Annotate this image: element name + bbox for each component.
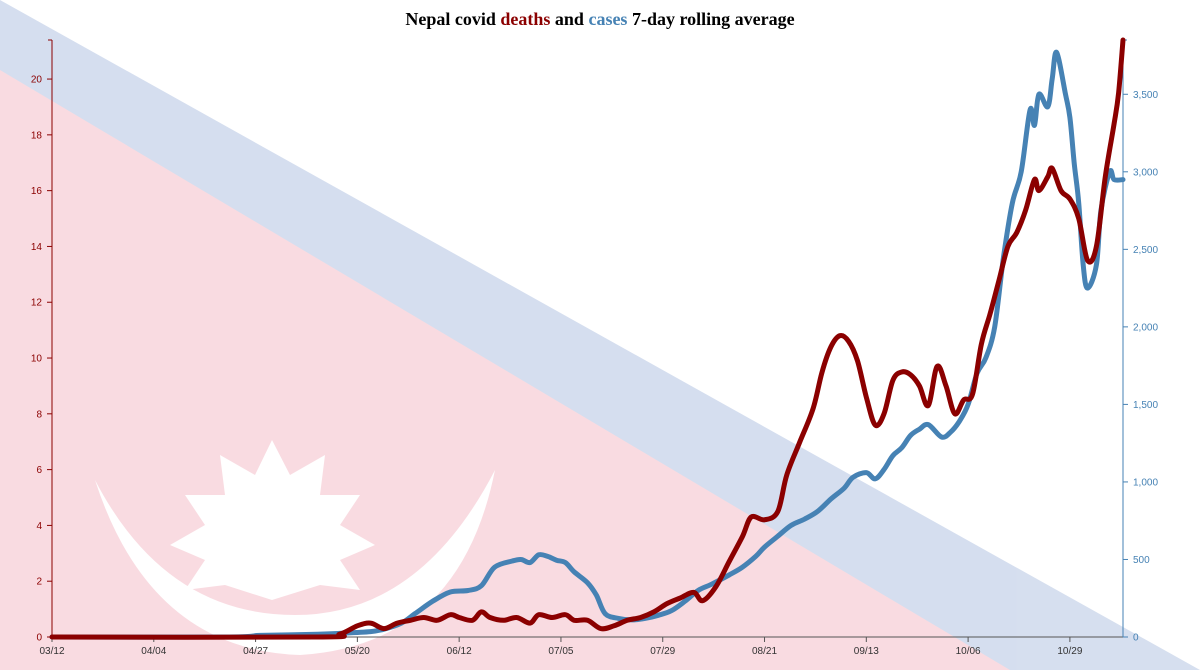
x-tick-label: 08/21 <box>752 646 777 657</box>
right-tick-label: 2,000 <box>1133 322 1158 333</box>
left-tick-label: 10 <box>31 354 43 365</box>
x-tick-label: 05/20 <box>345 646 370 657</box>
left-tick-label: 2 <box>36 577 42 588</box>
right-tick-label: 3,500 <box>1133 90 1158 101</box>
x-tick-label: 07/29 <box>650 646 675 657</box>
x-tick-label: 10/06 <box>956 646 981 657</box>
left-tick-label: 0 <box>36 633 42 644</box>
x-tick-label: 07/05 <box>548 646 573 657</box>
right-tick-label: 3,000 <box>1133 167 1158 178</box>
title-suffix: 7-day rolling average <box>627 9 794 29</box>
right-tick-label: 1,000 <box>1133 477 1158 488</box>
cases-line <box>49 49 1126 640</box>
x-tick-label: 06/12 <box>447 646 472 657</box>
title-prefix: Nepal covid <box>405 9 500 29</box>
chart-title: Nepal covid deaths and cases 7-day rolli… <box>405 9 794 29</box>
right-tick-label: 0 <box>1133 633 1139 644</box>
left-tick-label: 20 <box>31 75 43 86</box>
left-tick-label: 16 <box>31 186 43 197</box>
title-deaths: deaths <box>500 9 550 29</box>
title-middle: and <box>550 9 588 29</box>
x-tick-label: 04/27 <box>243 646 268 657</box>
right-tick-label: 2,500 <box>1133 245 1158 256</box>
right-tick-label: 1,500 <box>1133 400 1158 411</box>
series-lines <box>49 37 1126 640</box>
left-tick-label: 6 <box>36 465 42 476</box>
left-tick-label: 8 <box>36 409 42 420</box>
left-tick-label: 18 <box>31 130 43 141</box>
left-tick-label: 12 <box>31 298 43 309</box>
left-tick-label: 14 <box>31 242 43 253</box>
flag-sun-emblem <box>170 440 375 600</box>
title-cases: cases <box>588 9 627 29</box>
flag-moon-emblem <box>95 470 495 655</box>
x-tick-label: 04/04 <box>141 646 166 657</box>
x-tick-label: 09/13 <box>854 646 879 657</box>
left-tick-label: 4 <box>36 521 42 532</box>
x-tick-label: 03/12 <box>39 646 64 657</box>
deaths-line <box>49 37 1126 640</box>
right-tick-label: 500 <box>1133 555 1150 566</box>
x-tick-label: 10/29 <box>1057 646 1082 657</box>
